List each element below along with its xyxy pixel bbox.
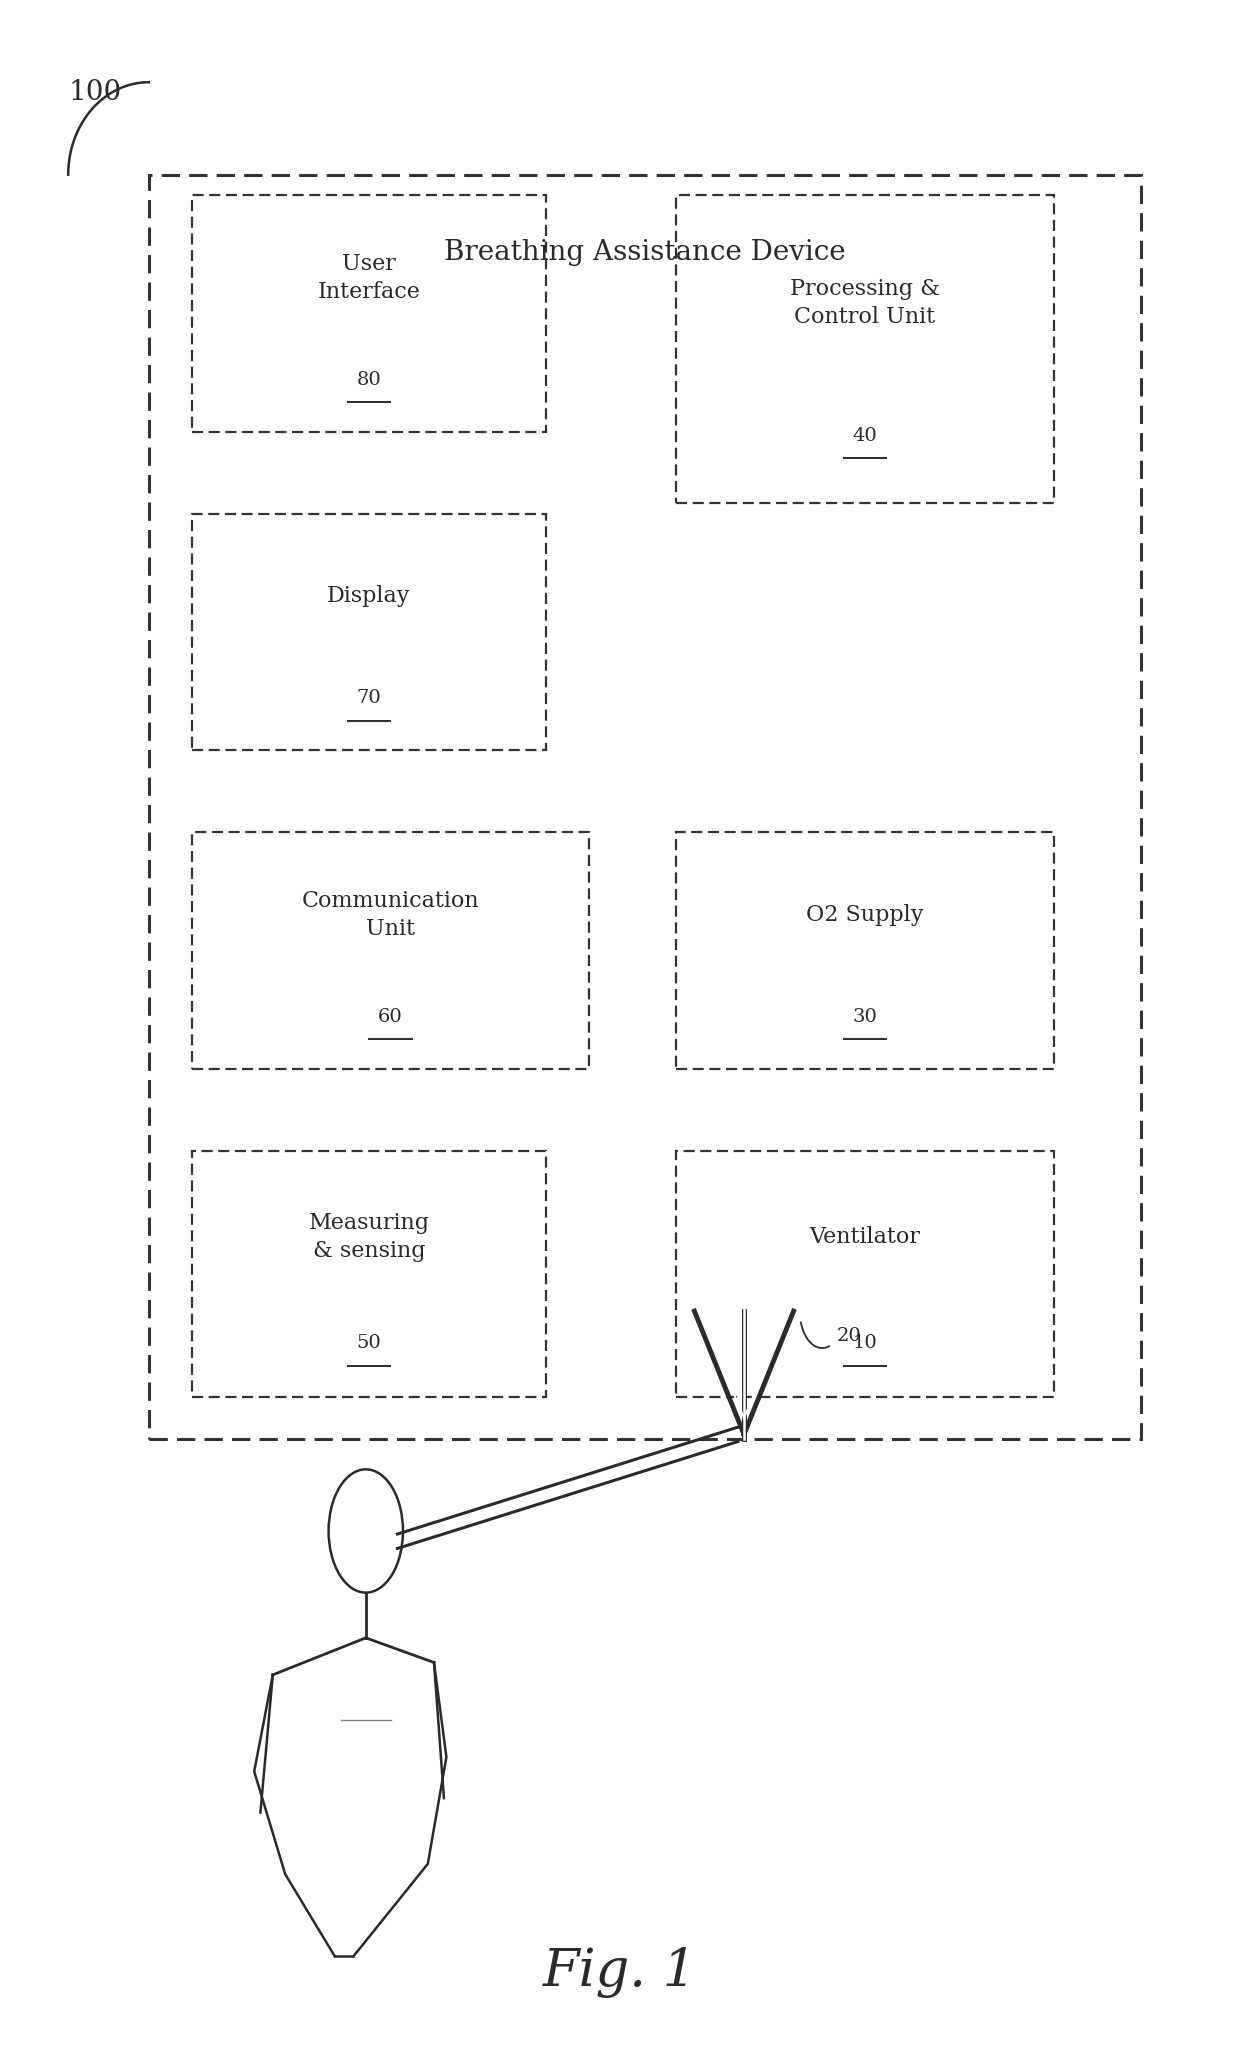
Text: O2 Supply: O2 Supply — [806, 904, 924, 927]
Text: 60: 60 — [378, 1007, 403, 1025]
Bar — [676, 832, 1054, 1069]
Text: Ventilator: Ventilator — [810, 1227, 920, 1247]
Text: Display: Display — [327, 586, 410, 608]
Text: 100: 100 — [68, 78, 122, 107]
Text: 10: 10 — [853, 1334, 877, 1352]
Bar — [192, 1151, 546, 1397]
Bar — [192, 514, 546, 750]
Bar — [149, 175, 1141, 1438]
Text: User
Interface: User Interface — [317, 253, 420, 302]
Text: Breathing Assistance Device: Breathing Assistance Device — [444, 238, 846, 267]
Bar — [676, 1151, 1054, 1397]
Text: 80: 80 — [357, 370, 381, 388]
Text: 30: 30 — [852, 1007, 878, 1025]
Text: 50: 50 — [357, 1334, 381, 1352]
Text: Communication
Unit: Communication Unit — [301, 890, 480, 939]
Text: Processing &
Control Unit: Processing & Control Unit — [790, 277, 940, 329]
Text: Measuring
& sensing: Measuring & sensing — [309, 1212, 429, 1262]
Text: 70: 70 — [357, 688, 381, 707]
Bar — [192, 195, 546, 432]
Text: 40: 40 — [853, 427, 877, 444]
Text: 20: 20 — [837, 1328, 862, 1344]
Text: Fig. 1: Fig. 1 — [543, 1948, 697, 1997]
Bar — [676, 195, 1054, 503]
Bar — [192, 832, 589, 1069]
